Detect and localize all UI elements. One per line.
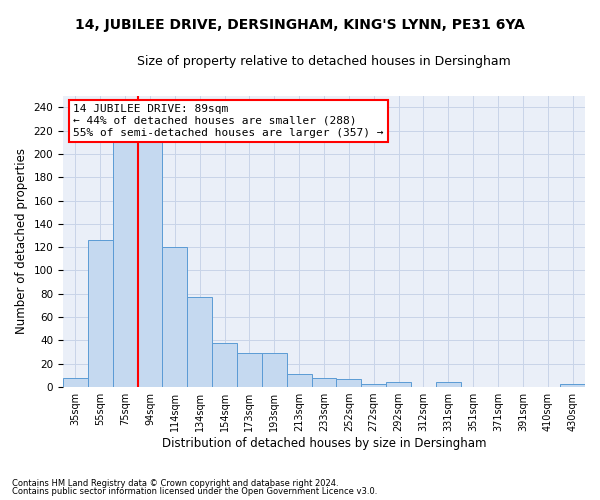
Text: Contains HM Land Registry data © Crown copyright and database right 2024.: Contains HM Land Registry data © Crown c… xyxy=(12,478,338,488)
Bar xyxy=(436,382,461,387)
Bar xyxy=(63,378,88,387)
X-axis label: Distribution of detached houses by size in Dersingham: Distribution of detached houses by size … xyxy=(162,437,486,450)
Bar xyxy=(187,298,212,387)
Title: Size of property relative to detached houses in Dersingham: Size of property relative to detached ho… xyxy=(137,55,511,68)
Bar xyxy=(163,247,187,387)
Bar xyxy=(386,382,411,387)
Bar xyxy=(237,354,262,387)
Bar xyxy=(137,132,163,387)
Bar xyxy=(337,379,361,387)
Text: Contains public sector information licensed under the Open Government Licence v3: Contains public sector information licen… xyxy=(12,487,377,496)
Bar xyxy=(88,240,113,387)
Bar xyxy=(113,132,137,387)
Bar xyxy=(560,384,585,387)
Bar xyxy=(212,343,237,387)
Bar xyxy=(262,354,287,387)
Text: 14 JUBILEE DRIVE: 89sqm
← 44% of detached houses are smaller (288)
55% of semi-d: 14 JUBILEE DRIVE: 89sqm ← 44% of detache… xyxy=(73,104,384,138)
Bar xyxy=(311,378,337,387)
Bar xyxy=(287,374,311,387)
Y-axis label: Number of detached properties: Number of detached properties xyxy=(15,148,28,334)
Bar xyxy=(361,384,386,387)
Text: 14, JUBILEE DRIVE, DERSINGHAM, KING'S LYNN, PE31 6YA: 14, JUBILEE DRIVE, DERSINGHAM, KING'S LY… xyxy=(75,18,525,32)
